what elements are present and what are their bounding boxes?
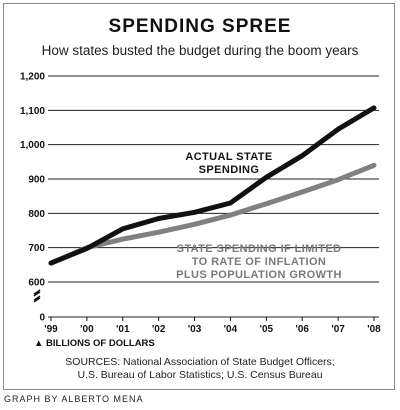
x-axis-ticks: '99 '00 '01 '02 '03 '04 '05 '06 '07 '08 bbox=[44, 317, 381, 335]
actual-spending-line bbox=[48, 105, 377, 266]
x-tick-label: '99 bbox=[44, 324, 58, 335]
graph-credit: GRAPH BY ALBERTO MENA bbox=[4, 394, 144, 404]
sources-text: SOURCES: National Association of State B… bbox=[4, 356, 396, 382]
actual-series-label-line-1: ACTUAL STATE bbox=[185, 151, 272, 163]
y-tick-label: 700 bbox=[28, 243, 45, 254]
y-tick-label: 800 bbox=[28, 209, 45, 220]
x-tick-label: '02 bbox=[152, 324, 166, 335]
chart-frame: SPENDING SPREE How states busted the bud… bbox=[3, 3, 395, 390]
limited-series-label-line-2: TO RATE OF INFLATION bbox=[192, 256, 327, 268]
y-tick-label: 1,100 bbox=[20, 106, 45, 117]
series-lines bbox=[48, 105, 377, 266]
axis-break-mark bbox=[33, 289, 41, 303]
limited-spending-line bbox=[48, 162, 377, 266]
chart-title: SPENDING SPREE bbox=[108, 16, 292, 37]
actual-series-label-line-2: SPENDING bbox=[199, 164, 260, 176]
y-tick-label: 1,200 bbox=[20, 72, 45, 83]
sources-line-2: U.S. Bureau of Labor Statistics; U.S. Ce… bbox=[77, 369, 323, 381]
x-tick-label: '01 bbox=[116, 324, 130, 335]
grid-lines bbox=[48, 75, 379, 318]
x-tick-label: '04 bbox=[224, 324, 238, 335]
y-axis-ticks: 1,200 1,100 1,000 900 800 700 600 0 bbox=[20, 72, 45, 324]
sources-line-1: SOURCES: National Association of State B… bbox=[65, 356, 335, 368]
y-tick-label: 600 bbox=[28, 278, 45, 289]
x-tick-label: '07 bbox=[331, 324, 345, 335]
line-chart: 1,200 1,100 1,000 900 800 700 600 0 '99 '00 '01 '0… bbox=[20, 72, 381, 336]
x-tick-label: '06 bbox=[295, 324, 309, 335]
x-tick-label: '05 bbox=[260, 324, 274, 335]
limited-series-label-line-3: PLUS POPULATION GROWTH bbox=[176, 269, 342, 281]
y-tick-label: 900 bbox=[28, 175, 45, 186]
axis-break-icon bbox=[33, 289, 41, 303]
chart-subtitle: How states busted the budget during the … bbox=[41, 43, 359, 58]
y-tick-label: 1,000 bbox=[20, 140, 45, 151]
x-tick-label: '03 bbox=[188, 324, 202, 335]
x-tick-label: '08 bbox=[367, 324, 381, 335]
y-tick-label: 0 bbox=[39, 313, 45, 324]
limited-series-label-line-1: STATE SPENDING IF LIMITED bbox=[177, 243, 342, 255]
x-tick-label: '00 bbox=[80, 324, 94, 335]
units-label: ▲ BILLIONS OF DOLLARS bbox=[34, 338, 155, 349]
